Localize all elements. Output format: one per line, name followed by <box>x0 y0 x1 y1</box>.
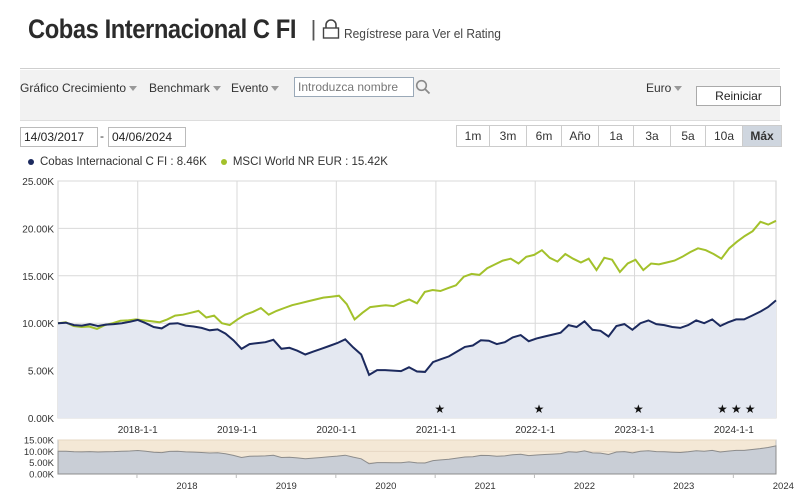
range-button-1[interactable]: 3m <box>490 125 527 147</box>
event-marker-icon: ★ <box>633 402 644 416</box>
range-button-4[interactable]: 1a <box>599 125 634 147</box>
plot-area <box>57 180 777 419</box>
x-tick-label: 2022-1-1 <box>515 425 555 436</box>
range-buttons: 1m 3m 6m Año 1a 3a 5a 10a Máx <box>456 125 782 147</box>
navigator-y-tick-label: 0.00K <box>29 470 54 481</box>
fund-legend-dot <box>28 159 34 165</box>
y-tick-label: 25.00K <box>22 177 54 188</box>
y-tick-label: 0.00K <box>28 414 54 425</box>
benchmark-menu-label: Benchmark <box>149 81 210 95</box>
navigator-x-tick-label: 2019 <box>276 481 297 492</box>
event-menu-label: Evento <box>231 81 269 95</box>
range-button-0[interactable]: 1m <box>456 125 490 147</box>
navigator-x-tick-label: 2018 <box>176 481 197 492</box>
range-button-2[interactable]: 6m <box>527 125 562 147</box>
title-row: Cobas Internacional C FI | Regístrese pa… <box>28 12 515 46</box>
reset-button[interactable]: Reiniciar <box>696 86 781 106</box>
y-tick-label: 15.00K <box>22 272 54 283</box>
lock-icon <box>322 19 340 39</box>
range-button-3[interactable]: Año <box>562 125 599 147</box>
chart-legend: Cobas Internacional C FI : 8.46K MSCI Wo… <box>28 156 402 168</box>
legend-item-benchmark[interactable]: MSCI World NR EUR : 15.42K <box>220 156 388 168</box>
benchmark-line <box>57 219 777 330</box>
chevron-down-icon <box>674 86 683 91</box>
navigator-y-tick-label: 15.00K <box>24 436 55 447</box>
currency-menu-label: Euro <box>646 81 672 95</box>
y-tick-label: 5.00K <box>28 367 54 378</box>
fund-area <box>58 300 776 418</box>
chevron-down-icon <box>212 86 221 91</box>
range-button-5[interactable]: 3a <box>634 125 671 147</box>
benchmark-legend-label: MSCI World NR EUR : 15.42K <box>232 156 388 168</box>
event-menu[interactable]: Evento <box>231 81 280 95</box>
currency-menu[interactable]: Euro <box>646 81 683 95</box>
x-tick-label: 2023-1-1 <box>615 425 655 436</box>
y-tick-label: 10.00K <box>22 319 54 330</box>
chevron-down-icon <box>271 86 280 91</box>
title-separator: | <box>310 16 317 41</box>
legend-item-fund[interactable]: Cobas Internacional C FI : 8.46K <box>28 156 207 168</box>
navigator-x-tick-label: 2024 <box>773 481 794 492</box>
navigator-fund-area <box>57 445 777 475</box>
range-button-7[interactable]: 10a <box>706 125 743 147</box>
date-separator: - <box>100 129 104 143</box>
x-tick-label: 2019-1-1 <box>217 425 257 436</box>
event-marker-icon: ★ <box>434 402 445 416</box>
benchmark-menu[interactable]: Benchmark <box>149 81 221 95</box>
x-tick-label: 2024-1-1 <box>714 425 754 436</box>
search-input[interactable] <box>294 77 414 97</box>
x-tick-label: 2020-1-1 <box>316 425 356 436</box>
event-marker-icon: ★ <box>717 402 728 416</box>
navigator-y-tick-label: 10.00K <box>24 447 55 458</box>
navigator-x-tick-label: 2023 <box>673 481 694 492</box>
chevron-down-icon <box>129 86 138 91</box>
navigator-x-tick-label: 2021 <box>475 481 496 492</box>
y-tick-label: 20.00K <box>22 224 54 235</box>
navigator-y-tick-label: 5.00K <box>29 458 54 469</box>
growth-chart-menu-label: Gráfico Crecimiento <box>20 81 127 95</box>
event-marker-icon: ★ <box>745 402 756 416</box>
start-date-input[interactable]: 14/03/2017 <box>20 127 98 147</box>
navigator-x-tick-label: 2022 <box>574 481 595 492</box>
header-divider <box>20 68 780 69</box>
benchmark-legend-dot <box>220 159 227 165</box>
search-icon[interactable] <box>415 79 431 95</box>
fund-title: Cobas Internacional C FI <box>28 13 297 44</box>
end-date-input[interactable]: 04/06/2024 <box>108 127 186 147</box>
fund-line <box>57 299 777 377</box>
x-tick-label: 2018-1-1 <box>118 425 158 436</box>
navigator-x-tick-label: 2020 <box>375 481 396 492</box>
chart-toolbar: Gráfico Crecimiento Benchmark Evento Eur… <box>20 70 781 121</box>
growth-chart-menu[interactable]: Gráfico Crecimiento <box>20 81 138 95</box>
navigator-area <box>57 439 777 475</box>
fund-legend-label: Cobas Internacional C FI : 8.46K <box>40 156 207 168</box>
event-marker-icon: ★ <box>731 402 742 416</box>
x-tick-label: 2021-1-1 <box>416 425 456 436</box>
range-button-6[interactable]: 5a <box>671 125 706 147</box>
event-marker-icon: ★ <box>534 402 545 416</box>
register-rating-link[interactable]: Regístrese para Ver el Rating <box>344 25 502 41</box>
range-button-8[interactable]: Máx <box>743 125 782 147</box>
